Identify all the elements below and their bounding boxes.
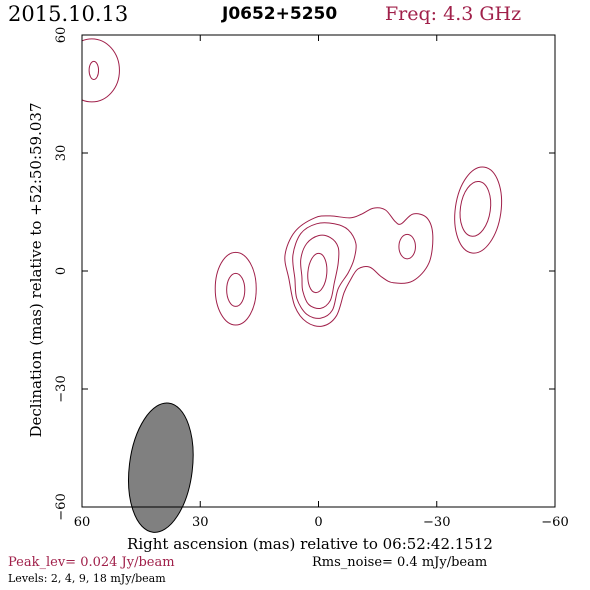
x-tick-label: −30 (423, 515, 450, 530)
contour-jet-knot-4mJy (398, 233, 416, 260)
restoring-beam (128, 402, 194, 533)
y-axis-label: Declination (mas) relative to +52:50:59.… (27, 102, 45, 437)
y-tick-label: 60 (54, 27, 69, 44)
contour-core-18mJy (307, 252, 328, 294)
contour-east-blob-4mJy (226, 272, 246, 307)
observation-date: 2015.10.13 (8, 2, 129, 26)
contour-layer (82, 38, 503, 327)
rms-noise: Rms_noise= 0.4 mJy/beam (312, 555, 488, 570)
contour-levels: Levels: 2, 4, 9, 18 mJy/beam (8, 572, 166, 585)
y-tick-label: 30 (54, 145, 69, 162)
source-name: J0652+5250 (222, 4, 338, 24)
x-tick-label: 0 (314, 515, 322, 530)
contour-core-9mJy (300, 234, 340, 310)
contour-west-blob-2mJy (454, 166, 503, 254)
beam-layer (128, 402, 194, 533)
axis-ticks (81, 34, 556, 508)
x-tick-label: 60 (74, 515, 91, 530)
x-tick-label: 30 (192, 515, 209, 530)
y-tick-label: −60 (54, 493, 69, 520)
contour-core-4mJy (292, 222, 357, 319)
y-tick-label: 0 (54, 267, 69, 275)
contour-ne-blob-4mJy (88, 60, 100, 80)
contour-core-jet-2mJy (284, 207, 434, 327)
peak-level: Peak_lev= 0.024 Jy/beam (8, 555, 175, 570)
frequency-label: Freq: 4.3 GHz (385, 3, 522, 25)
contour-ne-blob-2mJy (82, 38, 120, 103)
axis-tick-labels: 60 30 0 −30 −60 60 30 0 −30 −60 (54, 27, 569, 530)
contour-east-blob-2mJy (214, 251, 257, 326)
contour-west-blob-4mJy (459, 180, 492, 237)
y-tick-label: −30 (54, 375, 69, 402)
x-tick-label: −60 (541, 515, 568, 530)
ne-blob-group (82, 38, 120, 103)
x-axis-label: Right ascension (mas) relative to 06:52:… (127, 535, 493, 553)
